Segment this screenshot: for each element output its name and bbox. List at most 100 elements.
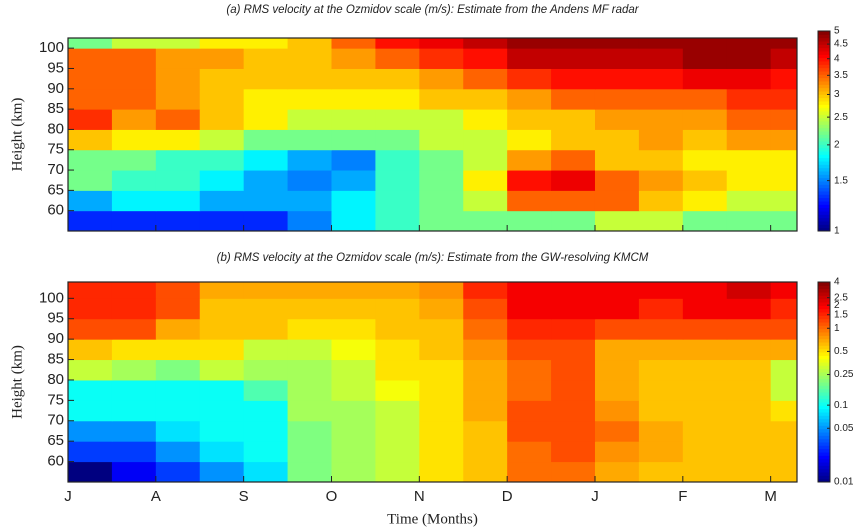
contour-cell [594,149,640,171]
y-axis-label: Height (km) [9,345,25,419]
contour-cell [243,190,289,212]
contour-cell [682,461,728,482]
contour-cell [551,210,596,231]
colorbar-swatch [818,405,830,410]
colorbar-tick-label: 4.5 [834,39,848,50]
contour-cell [155,400,201,422]
contour-cell [726,282,772,299]
contour-cell [638,38,684,49]
colorbar-swatch [818,415,830,420]
contour-cell [68,109,113,130]
contour-cell [287,379,332,401]
x-axis-label: Time (Months) [387,511,478,527]
contour-cell [770,149,797,171]
contour-cell [331,318,376,340]
colorbar-swatch [818,452,830,456]
contour-cell [507,68,552,90]
contour-cell [419,379,464,401]
y-tick-label: 75 [47,141,64,158]
colorbar-swatch [818,445,830,450]
colorbar-tick-label: 2.5 [834,292,848,303]
colorbar-swatch [818,217,830,222]
contour-cell [594,38,640,49]
contour-cell [682,420,728,442]
contour-cell [682,379,728,401]
contour-cell [419,461,464,482]
contour-cell [726,109,772,130]
contour-cell [111,318,157,340]
contour-cell [155,282,201,299]
contour-cell [199,68,245,90]
colorbar-swatch [818,184,830,189]
colorbar-swatch [818,121,830,125]
contour-cell [287,420,332,442]
contour-cell [419,190,464,212]
contour-cell [682,441,728,463]
contour-cell [287,298,332,320]
colorbar-swatch [818,104,830,109]
colorbar-swatch [818,111,830,115]
contour-cell [594,461,640,482]
colorbar-swatch [818,81,830,85]
colorbar-tick-label: 0.5 [834,346,848,357]
contour-cell [199,88,245,110]
contour-cell [68,282,113,299]
colorbar-swatch [818,428,830,433]
colorbar-swatch [818,157,830,162]
x-tick-label: N [414,488,425,505]
contour-cell [68,359,113,381]
plot-frame [67,37,798,232]
colorbar-swatch [818,44,830,49]
contour-cell [463,129,508,151]
contour-cell [594,190,640,212]
contour-cell [463,109,508,130]
contour-cell [375,420,420,442]
contour-cell [375,88,420,110]
panel-title: (a) RMS velocity at the Ozmidov scale (m… [226,4,639,16]
contour-cell [551,461,596,482]
contour-cell [243,441,289,463]
contour-cell [770,420,797,442]
x-tick-label: S [239,488,249,505]
contour-cell [68,88,113,110]
colorbar-swatch [818,378,830,383]
colorbar-swatch [818,41,830,45]
contour-cell [726,400,772,422]
colorbar-swatch [818,412,830,416]
colorbar-tick-label: 0.05 [834,423,854,434]
colorbar-swatch [818,465,830,470]
contour-cell [726,68,772,90]
contour-cell [463,298,508,320]
colorbar-swatch [818,472,830,476]
contour-cell [155,109,201,130]
contour-cell [463,48,508,69]
contour-cell [419,149,464,171]
contour-cell [68,461,113,482]
contour-cell [770,68,797,90]
contour-cell [155,461,201,482]
contour-cell [770,190,797,212]
contour-cell [375,149,420,171]
contour-cell [551,359,596,381]
colorbar-swatch [818,422,830,426]
contour-cell [243,170,289,191]
colorbar-swatch [818,221,830,225]
contour-cell [463,38,508,49]
contour-cell [419,170,464,191]
contour-cell [419,400,464,422]
contour-cell [507,88,552,110]
contour-cell [331,282,376,299]
contour-cell [551,441,596,463]
contour-cell [419,38,464,49]
contour-cell [770,129,797,151]
contour-cell [331,400,376,422]
colorbar-swatch [818,462,830,466]
contour-cell [726,190,772,212]
colorbar-swatch [818,332,830,336]
contour-cell [199,282,245,299]
colorbar-swatch [818,362,830,366]
x-tick-label: A [151,488,161,505]
contour-cell [463,420,508,442]
contour-cell [287,441,332,463]
contour-cell [770,318,797,340]
